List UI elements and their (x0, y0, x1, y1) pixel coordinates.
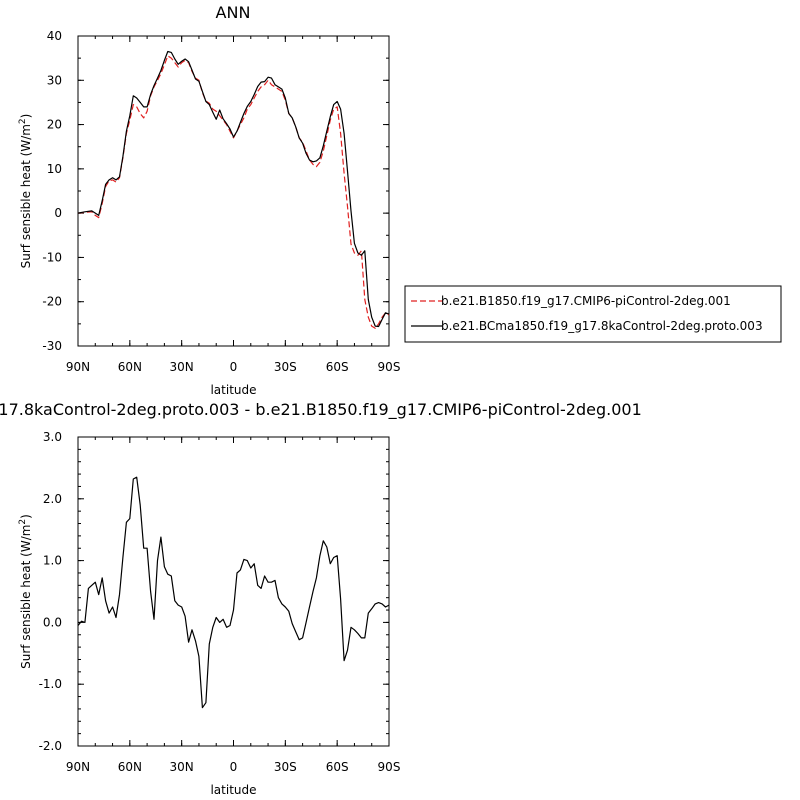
top-plot-frame (77, 35, 390, 347)
diff-y-tick-label: 1.0 (43, 554, 62, 568)
diff-y-tick-label: -1.0 (39, 677, 62, 691)
diff-x-tick-label: 90S (378, 760, 401, 774)
diff-y-axis-title: Surf sensible heat (W/m2) (18, 514, 33, 669)
top-x-axis-title: latitude (210, 383, 256, 397)
diff-x-axis-title: latitude (210, 783, 256, 797)
top-x-tick-label: 60S (326, 360, 349, 374)
top-x-tick-label: 0 (230, 360, 238, 374)
top-y-tick-label: 20 (47, 118, 62, 132)
top-x-tick-label: 30N (170, 360, 194, 374)
diff-y-tick-label: 0.0 (43, 615, 62, 629)
top-y-tick-label: 40 (47, 29, 62, 43)
top-y-tick-label: -20 (42, 295, 62, 309)
top-chart-title: ANN (216, 3, 251, 22)
diff-x-tick-label: 0 (230, 760, 238, 774)
top-series-line-0 (77, 55, 390, 329)
top-y-tick-label: 10 (47, 162, 62, 176)
diff-x-tick-label: 30S (274, 760, 297, 774)
legend-entry-label: b.e21.B1850.f19_g17.CMIP6-piControl-2deg… (441, 294, 731, 308)
legend-entry-label: b.e21.BCma1850.f19_g17.8kaControl-2deg.p… (441, 319, 763, 333)
top-y-axis-title: Surf sensible heat (W/m2) (18, 114, 33, 269)
diff-x-tick-label: 60N (118, 760, 142, 774)
diff-plot-frame (77, 436, 390, 747)
top-y-tick-label: 0 (54, 206, 62, 220)
top-chart: ANN -30 -20 -10 0 10 20 30 40 90N 60N 30N 0 30S 60S 90S… (18, 3, 400, 397)
top-x-tick-label: 60N (118, 360, 142, 374)
top-x-tick-label: 30S (274, 360, 297, 374)
diff-x-tick-label: 90N (66, 760, 90, 774)
top-y-tick-label: -10 (42, 250, 62, 264)
difference-chart: g17.8kaControl-2deg.proto.003 - b.e21.B1… (0, 400, 642, 797)
diff-x-tick-label: 60S (326, 760, 349, 774)
top-y-tick-label: 30 (47, 73, 62, 87)
diff-y-tick-label: 3.0 (43, 430, 62, 444)
diff-chart-title: g17.8kaControl-2deg.proto.003 - b.e21.B1… (0, 400, 642, 420)
diff-x-tick-label: 30N (170, 760, 194, 774)
legend-box (404, 285, 782, 343)
top-y-tick-label: -30 (42, 339, 62, 353)
diff-series-line-0 (77, 476, 390, 709)
top-x-tick-label: 90N (66, 360, 90, 374)
diff-y-tick-label: 2.0 (43, 492, 62, 506)
top-x-tick-label: 90S (378, 360, 401, 374)
top-series-line-1 (77, 50, 390, 328)
diff-y-tick-label: -2.0 (39, 739, 62, 753)
top-chart-legend: b.e21.B1850.f19_g17.CMIP6-piControl-2deg… (404, 285, 782, 343)
